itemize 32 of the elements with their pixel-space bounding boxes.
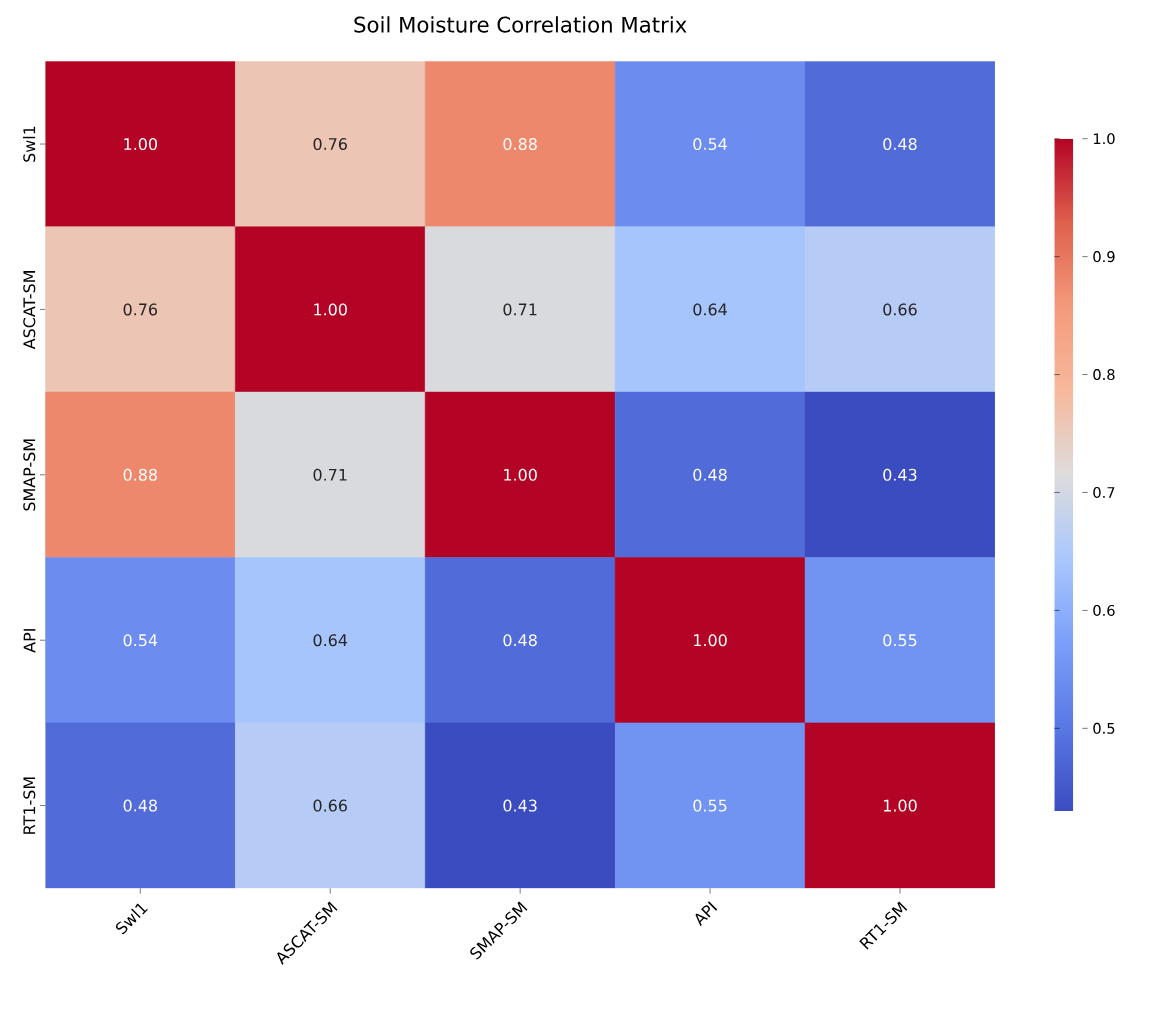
data-label: 0.54: [123, 634, 158, 647]
data-label: 0.55: [883, 634, 917, 647]
x-tick-label: API: [695, 901, 718, 927]
color-bar-label: 0.9: [1093, 251, 1115, 263]
chart-title: Soil Moisture Correlation Matrix: [354, 16, 687, 33]
data-label: 1.00: [884, 799, 917, 812]
data-label: 0.48: [883, 138, 917, 151]
data-label: 0.71: [503, 303, 537, 316]
data-label: 0.71: [313, 468, 347, 481]
data-label: 1.00: [124, 138, 157, 151]
data-label: 1.00: [314, 303, 347, 316]
y-tick-label: RT1-SM: [23, 777, 36, 834]
data-label: 0.64: [313, 634, 348, 647]
color-bar-label: 0.7: [1093, 486, 1115, 499]
data-label: 0.48: [693, 468, 727, 481]
color-bar-label: 0.8: [1093, 369, 1115, 381]
color-bar-label: 0.5: [1093, 722, 1115, 734]
data-label: 0.88: [123, 468, 157, 481]
data-label: 0.43: [883, 468, 917, 481]
y-tick-label: Swl1: [22, 126, 36, 162]
data-label: 0.88: [503, 138, 537, 151]
y-tick-label: SMAP-SM: [23, 439, 36, 511]
data-label: 0.64: [693, 303, 727, 316]
color-bar-label: 1.0: [1093, 133, 1115, 145]
data-label: 0.76: [313, 138, 347, 151]
data-label: 0.48: [503, 634, 537, 647]
y-tick-label: API: [23, 629, 36, 653]
color-bar-label: 0.6: [1093, 604, 1115, 616]
data-label: 0.54: [693, 138, 727, 151]
y-tick-label: ASCAT-SM: [23, 271, 36, 350]
data-label: 1.00: [694, 634, 727, 647]
data-label: 1.00: [504, 468, 537, 481]
